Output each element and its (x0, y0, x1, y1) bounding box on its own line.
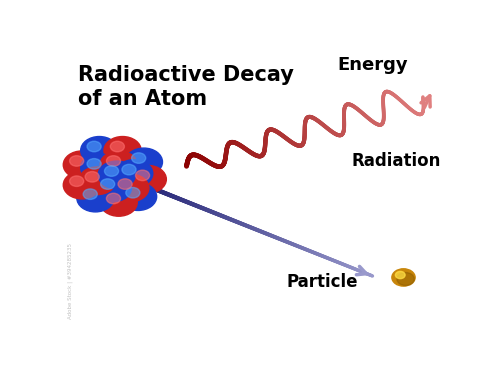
Text: Radioactive Decay
of an Atom: Radioactive Decay of an Atom (78, 65, 294, 109)
Circle shape (100, 189, 138, 216)
Text: Adobe Stock | #394285235: Adobe Stock | #394285235 (67, 243, 72, 320)
Circle shape (126, 188, 140, 198)
Circle shape (83, 189, 98, 200)
Circle shape (94, 174, 132, 202)
Text: Radiation: Radiation (351, 152, 440, 170)
Circle shape (106, 193, 120, 204)
Circle shape (80, 154, 118, 182)
Circle shape (132, 153, 145, 164)
Circle shape (112, 174, 149, 202)
Circle shape (64, 171, 100, 199)
Circle shape (126, 148, 162, 176)
Text: Energy: Energy (337, 56, 408, 74)
Circle shape (79, 167, 116, 195)
Circle shape (136, 170, 149, 181)
Circle shape (87, 141, 101, 152)
Circle shape (70, 156, 84, 166)
Circle shape (110, 141, 124, 152)
Circle shape (100, 179, 114, 189)
Circle shape (64, 151, 100, 179)
Circle shape (392, 269, 415, 286)
Circle shape (70, 176, 84, 186)
Circle shape (100, 151, 138, 179)
Circle shape (80, 136, 118, 164)
Circle shape (397, 273, 414, 285)
Circle shape (98, 161, 136, 189)
Text: Particle: Particle (286, 273, 358, 291)
Circle shape (85, 172, 99, 182)
Circle shape (87, 159, 101, 169)
Circle shape (104, 136, 141, 164)
Circle shape (122, 164, 136, 175)
Circle shape (129, 165, 166, 193)
Circle shape (120, 183, 156, 210)
Circle shape (77, 184, 114, 212)
Circle shape (104, 166, 118, 176)
Circle shape (106, 156, 120, 166)
Circle shape (396, 272, 405, 279)
Circle shape (116, 160, 153, 188)
Circle shape (118, 179, 132, 189)
